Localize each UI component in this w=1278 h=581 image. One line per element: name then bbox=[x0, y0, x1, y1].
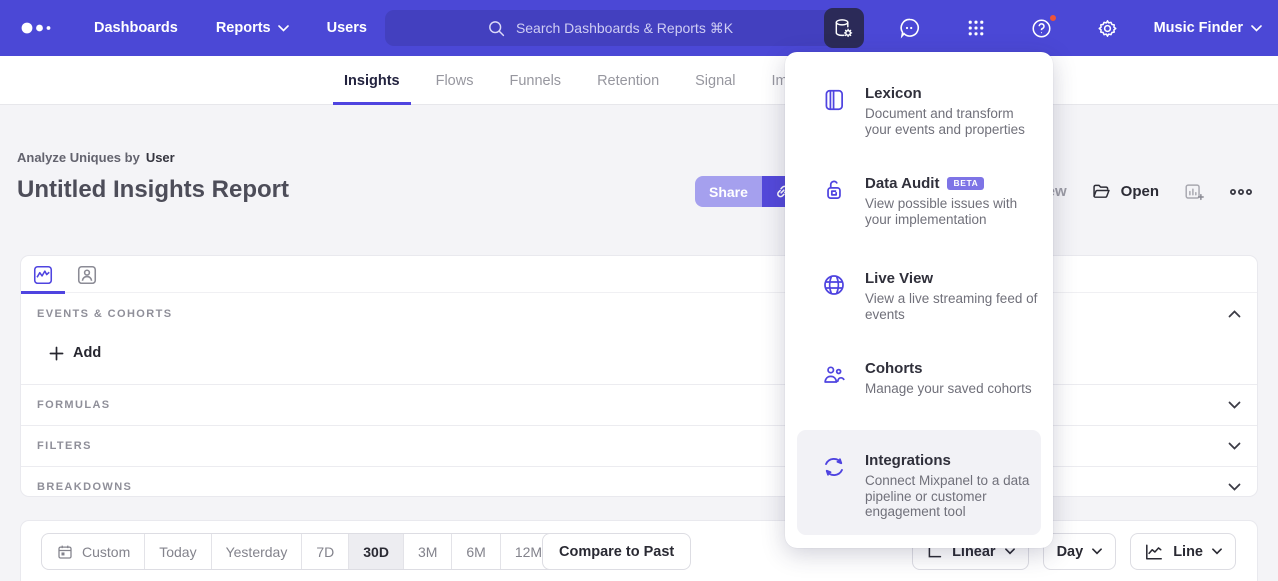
chart-type-selector[interactable]: Line bbox=[1130, 533, 1236, 570]
date-range-6m[interactable]: 6M bbox=[452, 534, 501, 569]
menu-item-integrations[interactable]: Integrations Connect Mixpanel to a data … bbox=[797, 430, 1041, 535]
add-to-dashboard-button[interactable] bbox=[1183, 181, 1205, 203]
menu-item-description: Connect Mixpanel to a data pipeline or c… bbox=[865, 473, 1030, 519]
gear-icon bbox=[1096, 17, 1119, 40]
workspace-switcher[interactable]: Music Finder bbox=[1154, 20, 1262, 36]
notification-dot bbox=[1048, 12, 1059, 23]
caret-down-icon bbox=[1004, 548, 1015, 555]
menu-item-cohorts[interactable]: Cohorts Manage your saved cohorts bbox=[785, 360, 1053, 397]
mixpanel-logo-icon bbox=[20, 18, 56, 38]
formulas-section[interactable]: FORMULAS bbox=[21, 384, 1257, 425]
profiles-tab[interactable] bbox=[65, 256, 109, 293]
chevron-down-icon[interactable] bbox=[1228, 483, 1241, 491]
beta-badge: BETA bbox=[947, 176, 985, 191]
caret-down-icon bbox=[1092, 548, 1103, 555]
book-icon bbox=[821, 85, 847, 137]
query-builder-panel: EVENTS & COHORTS Add FORMULAS FILTERS BR… bbox=[20, 255, 1258, 497]
date-range-control: Custom Today Yesterday 7D 30D 3M 6M 12M bbox=[41, 533, 558, 570]
top-navigation-bar: Dashboards Reports Users Search Dashboar… bbox=[0, 0, 1278, 56]
menu-item-live-view[interactable]: Live View View a live streaming feed of … bbox=[785, 270, 1053, 322]
search-icon bbox=[487, 19, 506, 38]
tab-insights[interactable]: Insights bbox=[333, 56, 411, 105]
more-options-button[interactable] bbox=[1229, 188, 1253, 196]
menu-item-data-audit[interactable]: Data Audit BETA View possible issues wit… bbox=[785, 175, 1053, 227]
help-button[interactable] bbox=[1022, 8, 1062, 48]
chevron-down-icon[interactable] bbox=[1228, 442, 1241, 450]
menu-item-lexicon[interactable]: Lexicon Document and transform your even… bbox=[785, 85, 1053, 137]
menu-item-description: View a live streaming feed of events bbox=[865, 291, 1038, 322]
chevron-down-icon bbox=[1251, 24, 1262, 32]
add-event-button[interactable]: Add bbox=[49, 345, 101, 361]
line-chart-icon bbox=[32, 264, 54, 286]
speech-bubble-icon bbox=[898, 16, 922, 40]
ellipsis-icon bbox=[1229, 188, 1253, 196]
date-range-custom[interactable]: Custom bbox=[42, 534, 146, 569]
nav-item-users[interactable]: Users bbox=[326, 20, 367, 36]
feedback-button[interactable] bbox=[890, 8, 930, 48]
filters-section[interactable]: FILTERS bbox=[21, 425, 1257, 466]
report-subtitle: Analyze Uniques by User bbox=[17, 150, 175, 165]
tab-retention[interactable]: Retention bbox=[597, 72, 660, 89]
person-icon bbox=[76, 264, 98, 286]
grid-dots-icon bbox=[965, 17, 987, 39]
date-range-30d[interactable]: 30D bbox=[349, 534, 404, 569]
integrations-sync-icon bbox=[821, 452, 847, 535]
plus-icon bbox=[49, 346, 64, 361]
caret-down-icon bbox=[1212, 548, 1222, 555]
chevron-up-icon[interactable] bbox=[1228, 310, 1241, 318]
menu-item-description: Document and transform your events and p… bbox=[865, 106, 1025, 137]
report-tabs-bar: Insights Flows Funnels Retention Signal … bbox=[0, 56, 1278, 105]
chevron-down-icon bbox=[277, 24, 289, 32]
tab-funnels[interactable]: Funnels bbox=[509, 72, 562, 89]
menu-item-description: Manage your saved cohorts bbox=[865, 381, 1032, 396]
question-mark-icon bbox=[1030, 12, 1059, 40]
chart-add-icon bbox=[1183, 181, 1205, 203]
audit-lock-icon bbox=[821, 175, 847, 227]
report-title[interactable]: Untitled Insights Report bbox=[17, 176, 289, 203]
tab-signal[interactable]: Signal bbox=[695, 72, 736, 89]
date-range-yesterday[interactable]: Yesterday bbox=[212, 534, 303, 569]
data-tools-dropdown-menu: Lexicon Document and transform your even… bbox=[785, 52, 1053, 548]
folder-icon bbox=[1091, 181, 1112, 202]
compare-to-past-button[interactable]: Compare to Past bbox=[542, 533, 692, 570]
line-chart-icon bbox=[1144, 543, 1164, 561]
data-management-button[interactable] bbox=[823, 8, 864, 48]
interval-selector[interactable]: Day bbox=[1042, 533, 1117, 570]
subtitle-dimension[interactable]: User bbox=[145, 150, 175, 165]
globe-icon bbox=[821, 270, 847, 322]
tab-flows[interactable]: Flows bbox=[435, 72, 474, 89]
open-report-button[interactable]: Open bbox=[1091, 181, 1159, 202]
events-metric-tab[interactable] bbox=[21, 256, 65, 294]
share-button[interactable]: Share bbox=[695, 176, 762, 207]
nav-item-reports[interactable]: Reports bbox=[216, 20, 289, 36]
date-range-7d[interactable]: 7D bbox=[302, 534, 350, 569]
events-cohorts-section-label: EVENTS & COHORTS bbox=[37, 308, 173, 320]
chart-controls-toolbar: Custom Today Yesterday 7D 30D 3M 6M 12M … bbox=[20, 520, 1258, 581]
date-range-today[interactable]: Today bbox=[145, 534, 212, 569]
date-range-12m[interactable]: 12M bbox=[514, 543, 543, 560]
chevron-down-icon[interactable] bbox=[1228, 401, 1241, 409]
search-input[interactable]: Search Dashboards & Reports ⌘K bbox=[385, 10, 835, 46]
cohorts-people-icon bbox=[821, 360, 847, 397]
menu-item-description: View possible issues with your implement… bbox=[865, 196, 1018, 227]
nav-item-dashboards[interactable]: Dashboards bbox=[94, 20, 178, 36]
date-range-3m[interactable]: 3M bbox=[404, 534, 453, 569]
database-gear-icon bbox=[832, 17, 855, 40]
calendar-icon bbox=[56, 543, 74, 561]
apps-grid-button[interactable] bbox=[956, 8, 996, 48]
settings-button[interactable] bbox=[1088, 8, 1128, 48]
breakdowns-section[interactable]: BREAKDOWNS bbox=[21, 466, 1257, 507]
search-placeholder: Search Dashboards & Reports ⌘K bbox=[515, 19, 734, 36]
axis-scale-icon bbox=[926, 543, 943, 560]
